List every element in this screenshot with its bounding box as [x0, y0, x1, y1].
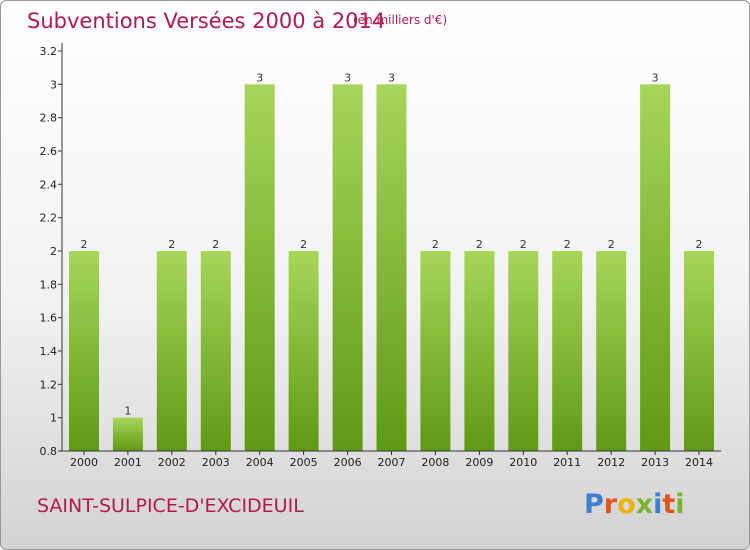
bar-2004: [244, 84, 275, 452]
bar-2009: [464, 251, 495, 451]
y-tick-label-12: 3.2: [40, 45, 58, 58]
bar-2008: [420, 251, 451, 451]
logo-letter-3: x: [635, 489, 654, 520]
y-tick-label-3: 1.4: [40, 345, 58, 358]
commune-name: SAINT-SULPICE-D'EXCIDEUIL: [37, 495, 304, 517]
value-label-2014: 2: [696, 238, 703, 251]
bar-2014: [684, 251, 714, 451]
logo-letter-6: i: [675, 489, 685, 520]
bar-2006: [332, 84, 363, 452]
bar-2000: [69, 251, 99, 451]
x-tick-label-2005: 2005: [290, 456, 318, 469]
y-tick-label-9: 2.6: [40, 145, 58, 158]
value-label-2012: 2: [608, 238, 615, 251]
proxiti-logo: Proxiti: [584, 489, 685, 520]
chart-subtitle: (en milliers d'€): [353, 13, 448, 27]
logo-letter-0: P: [584, 489, 604, 520]
logo-letter-5: t: [662, 489, 676, 520]
value-label-2006: 3: [344, 71, 351, 84]
x-tick-label-2014: 2014: [685, 456, 713, 469]
y-tick-label-6: 2: [50, 245, 57, 258]
bar-2010: [508, 251, 539, 451]
value-label-2004: 3: [256, 71, 263, 84]
x-tick-label-2003: 2003: [202, 456, 230, 469]
x-tick-label-2006: 2006: [334, 456, 362, 469]
value-label-2000: 2: [81, 238, 88, 251]
x-tick-label-2011: 2011: [553, 456, 581, 469]
y-tick-label-0: 0.8: [40, 445, 58, 458]
logo-letter-1: r: [603, 489, 618, 520]
y-tick-label-2: 1.2: [40, 378, 58, 391]
chart-title: Subventions Versées 2000 à 2014: [27, 9, 386, 33]
bar-2012: [596, 251, 627, 451]
x-tick-label-2013: 2013: [641, 456, 669, 469]
logo-letter-2: o: [617, 489, 636, 520]
x-tick-label-2007: 2007: [378, 456, 406, 469]
y-tick-label-5: 1.8: [40, 278, 58, 291]
x-tick-label-2002: 2002: [158, 456, 186, 469]
x-tick-label-2000: 2000: [70, 456, 98, 469]
bar-2007: [376, 84, 407, 452]
x-tick-label-2001: 2001: [114, 456, 142, 469]
x-tick-label-2004: 2004: [246, 456, 274, 469]
y-tick-label-11: 3: [50, 78, 57, 91]
x-tick-label-2010: 2010: [509, 456, 537, 469]
value-label-2003: 2: [212, 238, 219, 251]
value-label-2008: 2: [432, 238, 439, 251]
x-tick-label-2012: 2012: [597, 456, 625, 469]
bar-2001: [112, 417, 143, 451]
bar-2003: [200, 251, 231, 451]
value-label-2011: 2: [564, 238, 571, 251]
y-tick-label-1: 1: [50, 412, 57, 425]
bar-2013: [640, 84, 671, 452]
value-label-2005: 2: [300, 238, 307, 251]
y-tick-label-8: 2.4: [40, 178, 58, 191]
y-tick-label-10: 2.8: [40, 112, 58, 125]
y-tick-label-7: 2.2: [40, 212, 58, 225]
bar-2011: [552, 251, 583, 451]
y-tick-label-4: 1.6: [40, 312, 58, 325]
value-label-2002: 2: [168, 238, 175, 251]
bar-2002: [156, 251, 187, 451]
value-label-2013: 3: [652, 71, 659, 84]
x-tick-label-2009: 2009: [465, 456, 493, 469]
value-label-2009: 2: [476, 238, 483, 251]
value-label-2007: 3: [388, 71, 395, 84]
bar-2005: [288, 251, 319, 451]
value-label-2001: 1: [124, 405, 131, 418]
value-label-2010: 2: [520, 238, 527, 251]
logo-letter-4: i: [653, 489, 663, 520]
x-tick-label-2008: 2008: [421, 456, 449, 469]
